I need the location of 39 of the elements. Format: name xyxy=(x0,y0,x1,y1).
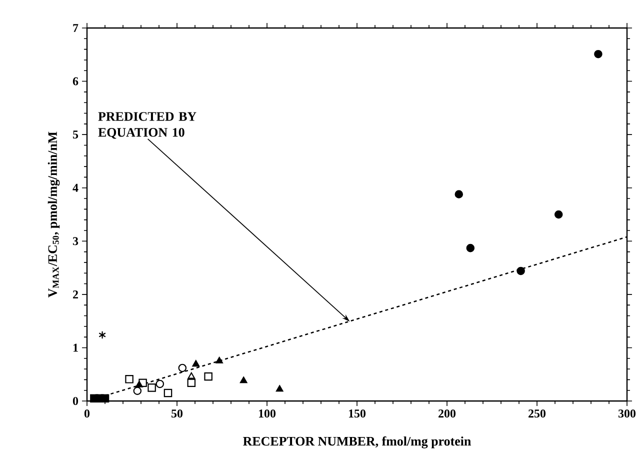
y-tick-label: 1 xyxy=(73,344,78,352)
x-tick-label: 200 xyxy=(438,410,456,418)
y-tick-label: 5 xyxy=(73,130,78,139)
point xyxy=(192,360,200,367)
point xyxy=(554,210,563,219)
x-tick-label: 0 xyxy=(84,410,90,418)
x-tick-label: 50 xyxy=(172,410,183,418)
point xyxy=(204,372,212,381)
x-tick-label: 100 xyxy=(258,410,276,418)
point xyxy=(100,394,110,402)
point xyxy=(164,388,172,398)
annotation: PREDICTED BY EQUATION 10 xyxy=(98,112,196,139)
y-tick-label: 4 xyxy=(72,184,78,192)
point xyxy=(148,384,156,392)
point xyxy=(216,356,223,364)
x-axis-title: RECEPTOR NUMBER, fmol/mg protein xyxy=(243,436,471,448)
x-tick-label: 250 xyxy=(528,410,546,418)
point xyxy=(187,378,196,388)
y-tick-label: 6 xyxy=(72,77,78,86)
point xyxy=(156,380,164,388)
point xyxy=(466,244,475,252)
y-tick-label: 7 xyxy=(73,24,78,32)
point xyxy=(125,375,134,384)
point xyxy=(594,50,602,58)
point xyxy=(276,385,284,392)
y-tick-label: 3 xyxy=(72,237,78,246)
point xyxy=(133,386,142,396)
x-tick-label: 300 xyxy=(618,410,636,418)
point xyxy=(454,190,464,198)
point xyxy=(136,380,143,388)
y-axis-title: V$_{MAX}$/EC$_{50}$, pmol/mg/min/nM xyxy=(48,132,60,298)
point xyxy=(178,364,187,372)
point xyxy=(98,330,106,340)
x-tick-label: 150 xyxy=(348,410,366,418)
point xyxy=(240,376,248,384)
y-tick-label: 2 xyxy=(73,290,78,298)
point xyxy=(188,372,196,379)
point xyxy=(516,266,525,276)
y-tick-label: 0 xyxy=(72,396,78,406)
